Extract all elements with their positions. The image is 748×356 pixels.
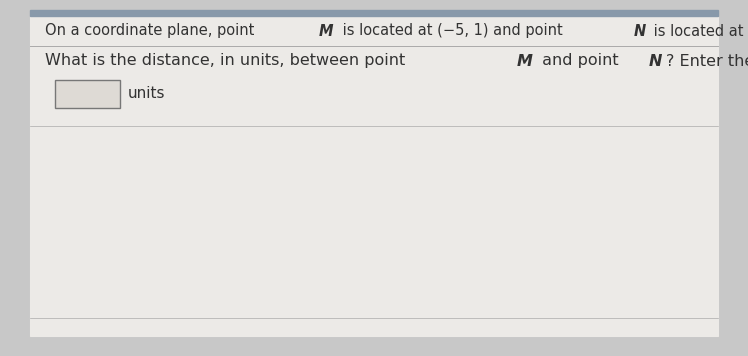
Text: is located at (−5, 8).: is located at (−5, 8). [649,23,748,38]
Text: M: M [516,53,533,68]
Text: On a coordinate plane, point: On a coordinate plane, point [45,23,257,38]
Text: N: N [634,23,646,38]
Text: What is the distance, in units, between point: What is the distance, in units, between … [45,53,411,68]
Text: units: units [128,87,165,101]
Text: M: M [319,23,334,38]
Text: N: N [649,53,662,68]
Text: and point: and point [537,53,624,68]
Bar [30,10,718,16]
Bar [55,80,120,108]
Text: is located at (−5, 1) and point: is located at (−5, 1) and point [337,23,567,38]
Text: ? Enter the answer in the box.: ? Enter the answer in the box. [666,53,748,68]
